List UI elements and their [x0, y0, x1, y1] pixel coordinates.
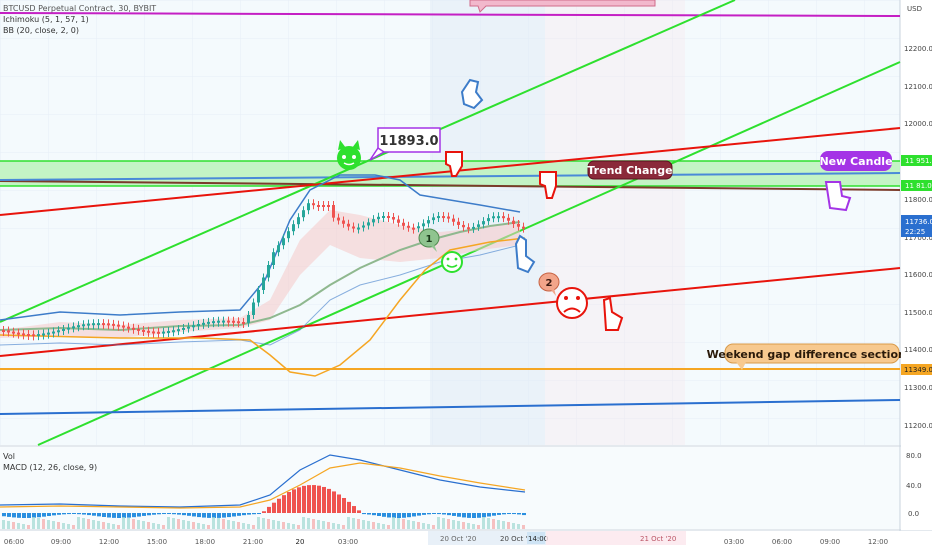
- time-tick: 06:00: [772, 538, 792, 546]
- price-tick: 11500.0: [904, 309, 932, 317]
- macd-line: [0, 454, 526, 508]
- time-tick: 12:00: [99, 538, 119, 546]
- time-tick: 06:00: [4, 538, 24, 546]
- price-label-11349: 11349.0: [904, 366, 932, 374]
- time-tick: 18:00: [195, 538, 215, 546]
- hand-pointer-blue-icon[interactable]: [460, 78, 484, 110]
- magenta-level-line[interactable]: [0, 12, 901, 17]
- time-tick: 15:00: [147, 538, 167, 546]
- hand-pointer-purple-icon[interactable]: [824, 181, 852, 212]
- trend-change-label[interactable]: Trend Change: [587, 160, 673, 180]
- marker-2[interactable]: 2: [538, 272, 560, 296]
- green-channel-upper[interactable]: [0, 0, 736, 323]
- time-axis[interactable]: 06:00 09:00 12:00 15:00 18:00 21:00 20 03:00 03:…: [0, 531, 932, 550]
- top-callout-shape[interactable]: [469, 0, 656, 13]
- smiley-green-icon[interactable]: [441, 251, 463, 273]
- chart-legend: BTCUSD Perpetual Contract, 30, BYBIT Ich…: [3, 3, 156, 36]
- green-channel-lower[interactable]: [37, 61, 901, 446]
- time-highlight-mid: 20 Oct '20: [500, 535, 536, 543]
- cat-icon[interactable]: [337, 140, 361, 170]
- price-callout[interactable]: 11893.0: [369, 127, 441, 161]
- price-axis-currency: USD: [907, 5, 922, 13]
- marker-2-label: 2: [546, 278, 553, 289]
- macd-tick-40: 40.0: [906, 482, 922, 490]
- hand-pointer-red-icon[interactable]: [602, 296, 624, 331]
- time-tick: 03:00: [724, 538, 744, 546]
- time-highlight-clock: 14:00: [528, 535, 548, 543]
- time-highlight-right: 21 Oct '20: [640, 535, 676, 543]
- price-tick: 11600.0: [904, 271, 932, 279]
- time-tick: 20: [296, 538, 305, 546]
- price-axis[interactable]: USD 12200.012100.012000.011900.011800.01…: [901, 0, 932, 530]
- price-tick: 11300.0: [904, 384, 932, 392]
- price-tick: 11400.0: [904, 346, 932, 354]
- red-support-line[interactable]: [0, 267, 901, 357]
- hand-pointer-red-icon[interactable]: [445, 151, 463, 177]
- sad-face-red-icon[interactable]: [556, 287, 588, 319]
- price-tick: 11800.0: [904, 196, 932, 204]
- brown-trend-line[interactable]: [0, 180, 901, 191]
- macd-tick-80: 80.0: [906, 452, 922, 460]
- bb-legend[interactable]: BB (20, close, 2, 0): [3, 26, 79, 35]
- hand-pointer-red-icon[interactable]: [539, 171, 557, 199]
- candle-countdown-label: 22:25: [905, 228, 925, 236]
- current-price-label: 11736.0: [905, 218, 932, 226]
- price-tick: 12100.0: [904, 83, 932, 91]
- macd-tick-0: 0.0: [908, 510, 919, 518]
- price-tick: 11200.0: [904, 422, 932, 430]
- macd-signal-line: [0, 462, 526, 509]
- vol-legend[interactable]: Vol: [3, 452, 15, 461]
- time-highlight-left: 20 Oct '20: [440, 535, 476, 543]
- price-callout-label: 11893.0: [379, 134, 438, 149]
- time-tick: 09:00: [820, 538, 840, 546]
- price-label-green-top: 11 951.0: [905, 157, 932, 165]
- trend-change-text: Trend Change: [587, 164, 672, 177]
- weekend-gap-text: Weekend gap difference section 2: [707, 348, 918, 361]
- marker-1-label: 1: [426, 234, 433, 245]
- price-tick: 12200.0: [904, 45, 932, 53]
- time-tick: 03:00: [338, 538, 358, 546]
- price-tick: 11700.0: [904, 234, 932, 242]
- marker-1[interactable]: 1: [418, 228, 440, 252]
- new-candle-text: New Candle: [819, 155, 892, 168]
- red-resistance-line[interactable]: [0, 127, 901, 216]
- macd-histogram[interactable]: [2, 485, 526, 529]
- blue-bottom-line[interactable]: [0, 399, 901, 415]
- price-label-green-bottom: 11 81.0: [905, 182, 932, 190]
- weekend-gap-label[interactable]: Weekend gap difference section 2: [707, 343, 918, 370]
- time-tick: 09:00: [51, 538, 71, 546]
- candlestick-series[interactable]: [2, 199, 525, 341]
- ichimoku-legend[interactable]: Ichimoku (5, 1, 57, 1): [3, 15, 89, 24]
- symbol-title[interactable]: BTCUSD Perpetual Contract, 30, BYBIT: [3, 4, 157, 13]
- macd-legend[interactable]: MACD (12, 26, close, 9): [3, 463, 98, 472]
- new-candle-label[interactable]: New Candle: [819, 151, 893, 171]
- time-tick: 12:00: [868, 538, 888, 546]
- price-tick: 12000.0: [904, 120, 932, 128]
- indicator-pane[interactable]: [0, 447, 900, 529]
- hand-pointer-blue-icon[interactable]: [514, 234, 536, 274]
- indicator-legend: Vol MACD (12, 26, close, 9): [3, 451, 97, 473]
- time-tick: 21:00: [243, 538, 263, 546]
